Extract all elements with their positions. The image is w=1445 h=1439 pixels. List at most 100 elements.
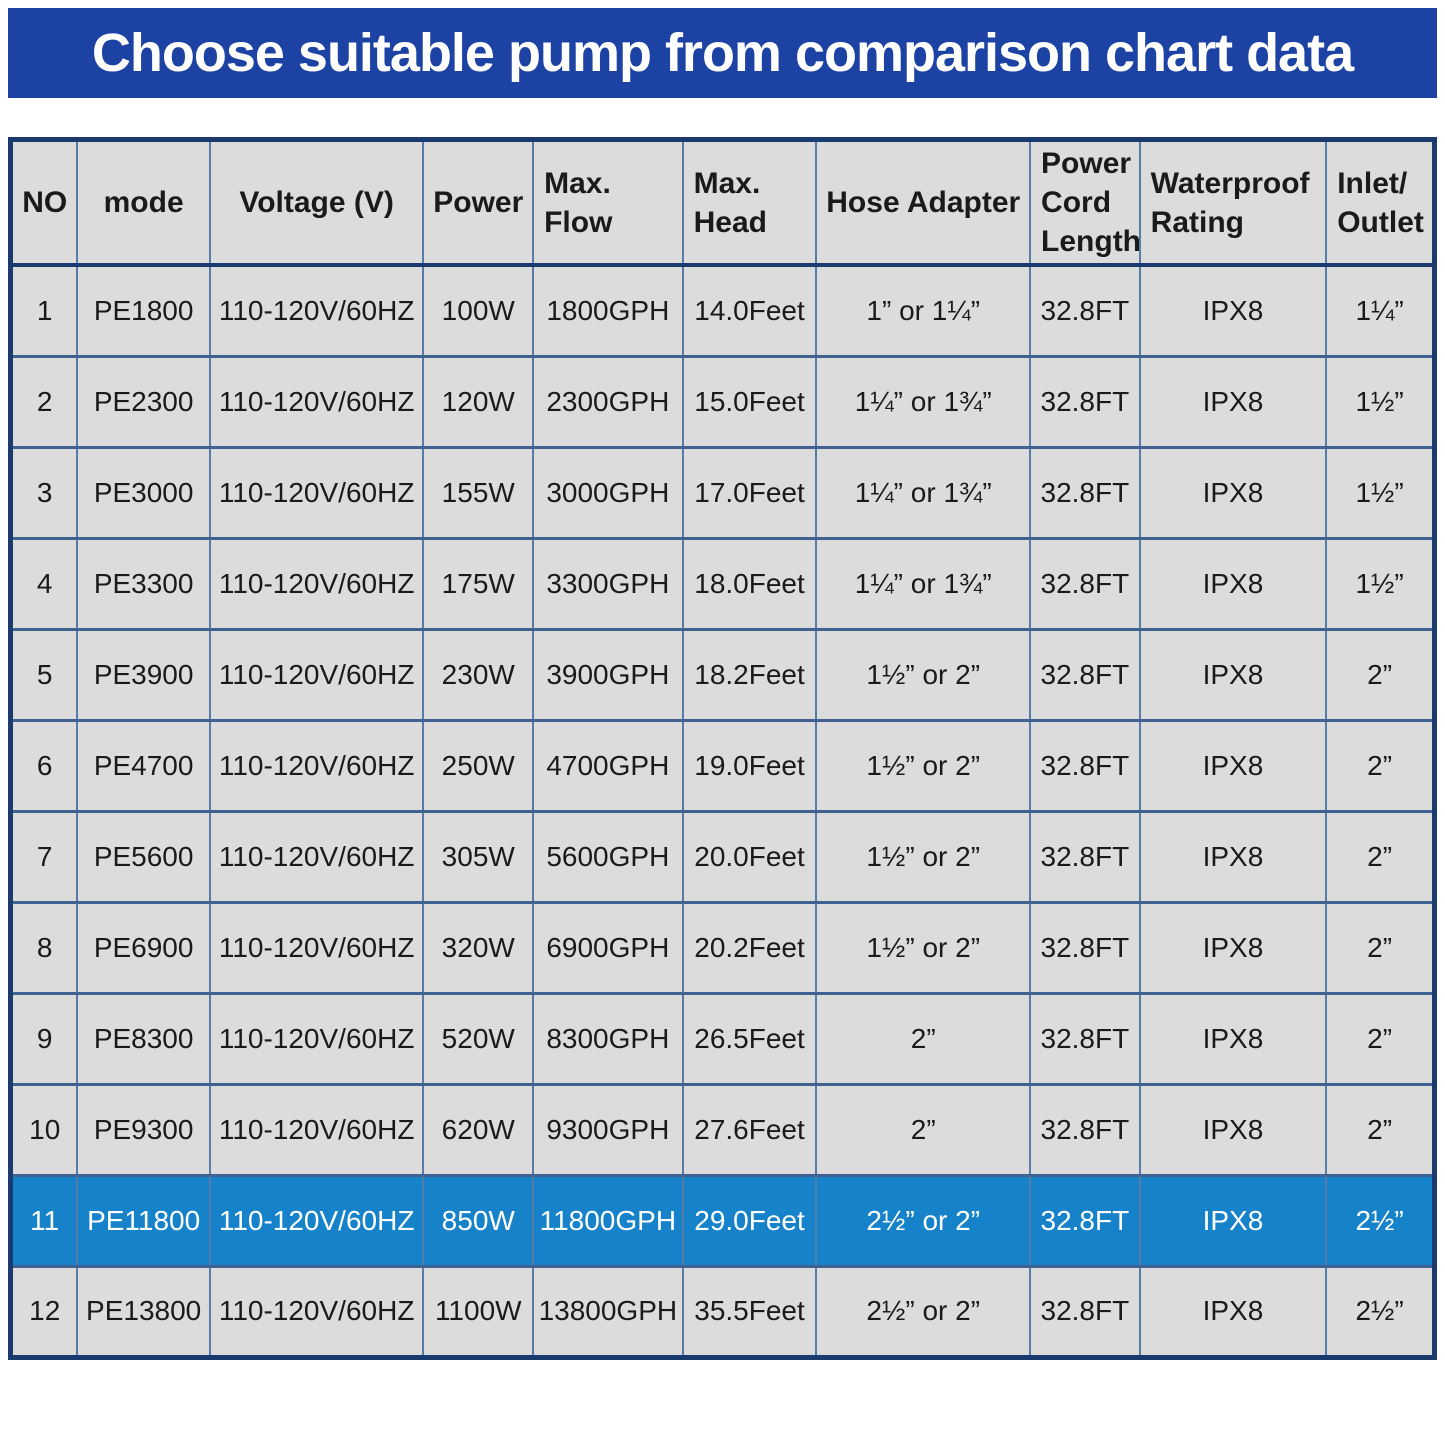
cell-voltage: 110-120V/60HZ [208,536,424,629]
cell-no: 8 [10,900,78,993]
cell-inlet-outlet: 2½” [1325,1264,1435,1357]
cell-no: 6 [10,718,78,811]
cell-waterproof-rating: IPX8 [1138,354,1327,447]
cell-mode: PE3000 [76,445,210,538]
table-row: 1 PE1800 110-120V/60HZ 100W 1800GPH 14.0Feet 1… [10,265,1435,356]
cell-inlet-outlet: 2” [1325,809,1435,902]
cell-voltage: 110-120V/60HZ [208,718,424,811]
cell-power-cord-length: 32.8FT [1029,900,1140,993]
cell-waterproof-rating: IPX8 [1138,1264,1327,1357]
cell-inlet-outlet: 2” [1325,900,1435,993]
cell-voltage: 110-120V/60HZ [208,627,424,720]
cell-power: 250W [422,718,534,811]
cell-hose-adapter: 2” [815,1082,1031,1175]
cell-max-flow: 11800GPH [532,1173,683,1266]
cell-no: 11 [10,1173,78,1266]
cell-waterproof-rating: IPX8 [1138,1173,1327,1266]
column-header-waterproof-rating: Waterproof Rating [1138,139,1327,267]
table-row: 8 PE6900 110-120V/60HZ 320W 6900GPH 20.2Feet 1… [10,900,1435,993]
cell-hose-adapter: 2” [815,991,1031,1084]
cell-hose-adapter: 2½” or 2” [815,1264,1031,1357]
cell-max-head: 35.5Feet [681,1264,817,1357]
table-row: 6 PE4700 110-120V/60HZ 250W 4700GPH 19.0Feet 1… [10,718,1435,811]
cell-power: 320W [422,900,534,993]
cell-max-flow: 3300GPH [532,536,683,629]
cell-voltage: 110-120V/60HZ [208,991,424,1084]
cell-no: 4 [10,536,78,629]
cell-power-cord-length: 32.8FT [1029,445,1140,538]
cell-power: 520W [422,991,534,1084]
cell-waterproof-rating: IPX8 [1138,445,1327,538]
table-row: 9 PE8300 110-120V/60HZ 520W 8300GPH 26.5Feet 2… [10,991,1435,1084]
cell-no: 5 [10,627,78,720]
cell-power-cord-length: 32.8FT [1029,718,1140,811]
column-header-inlet-outlet: Inlet/ Outlet [1325,139,1435,267]
cell-max-head: 18.2Feet [681,627,817,720]
cell-hose-adapter: 1½” or 2” [815,718,1031,811]
cell-mode: PE9300 [76,1082,210,1175]
cell-mode: PE6900 [76,900,210,993]
cell-power-cord-length: 32.8FT [1029,1264,1140,1357]
cell-inlet-outlet: 1½” [1325,354,1435,447]
cell-power-cord-length: 32.8FT [1029,1173,1140,1266]
cell-power: 230W [422,627,534,720]
cell-hose-adapter: 1¼” or 1¾” [815,536,1031,629]
cell-power: 175W [422,536,534,629]
cell-mode: PE1800 [76,265,210,356]
banner: Choose suitable pump from comparison cha… [8,8,1437,98]
cell-power: 120W [422,354,534,447]
cell-max-head: 26.5Feet [681,991,817,1084]
cell-power: 620W [422,1082,534,1175]
cell-inlet-outlet: 2” [1325,1082,1435,1175]
cell-max-flow: 2300GPH [532,354,683,447]
cell-waterproof-rating: IPX8 [1138,1082,1327,1175]
cell-max-head: 17.0Feet [681,445,817,538]
cell-max-flow: 4700GPH [532,718,683,811]
cell-voltage: 110-120V/60HZ [208,1264,424,1357]
column-header-max-head: Max. Head [681,139,817,267]
cell-power-cord-length: 32.8FT [1029,536,1140,629]
table-body: 1 PE1800 110-120V/60HZ 100W 1800GPH 14.0Feet 1… [10,265,1435,1357]
cell-no: 10 [10,1082,78,1175]
cell-power: 850W [422,1173,534,1266]
page-title: Choose suitable pump from comparison cha… [91,23,1354,83]
column-header-mode: mode [76,139,210,267]
cell-mode: PE11800 [76,1173,210,1266]
cell-no: 7 [10,809,78,902]
cell-max-flow: 9300GPH [532,1082,683,1175]
table-row: 2 PE2300 110-120V/60HZ 120W 2300GPH 15.0Feet 1… [10,354,1435,447]
cell-mode: PE2300 [76,354,210,447]
cell-inlet-outlet: 2” [1325,718,1435,811]
cell-hose-adapter: 1½” or 2” [815,627,1031,720]
cell-max-head: 20.0Feet [681,809,817,902]
cell-mode: PE3300 [76,536,210,629]
cell-no: 12 [10,1264,78,1357]
cell-max-head: 19.0Feet [681,718,817,811]
cell-power-cord-length: 32.8FT [1029,991,1140,1084]
column-header-voltage: Voltage (V) [208,139,424,267]
cell-power-cord-length: 32.8FT [1029,265,1140,356]
cell-power-cord-length: 32.8FT [1029,1082,1140,1175]
cell-power-cord-length: 32.8FT [1029,354,1140,447]
cell-power: 155W [422,445,534,538]
cell-hose-adapter: 1½” or 2” [815,900,1031,993]
column-header-no: NO [10,139,78,267]
cell-inlet-outlet: 1½” [1325,536,1435,629]
cell-voltage: 110-120V/60HZ [208,1082,424,1175]
table-row: 10 PE9300 110-120V/60HZ 620W 9300GPH 27.6Feet… [10,1082,1435,1175]
cell-max-head: 20.2Feet [681,900,817,993]
cell-hose-adapter: 2½” or 2” [815,1173,1031,1266]
cell-power: 100W [422,265,534,356]
cell-mode: PE13800 [76,1264,210,1357]
cell-no: 3 [10,445,78,538]
cell-max-flow: 1800GPH [532,265,683,356]
cell-max-flow: 13800GPH [532,1264,683,1357]
table-row: 7 PE5600 110-120V/60HZ 305W 5600GPH 20.0Feet 1… [10,809,1435,902]
cell-voltage: 110-120V/60HZ [208,265,424,356]
table-row: 3 PE3000 110-120V/60HZ 155W 3000GPH 17.0Feet 1… [10,445,1435,538]
cell-inlet-outlet: 1¼” [1325,265,1435,356]
cell-max-flow: 8300GPH [532,991,683,1084]
header-row: NO mode Voltage (V) Power Max. Flow Max. Head… [10,139,1435,267]
cell-waterproof-rating: IPX8 [1138,809,1327,902]
cell-max-flow: 5600GPH [532,809,683,902]
